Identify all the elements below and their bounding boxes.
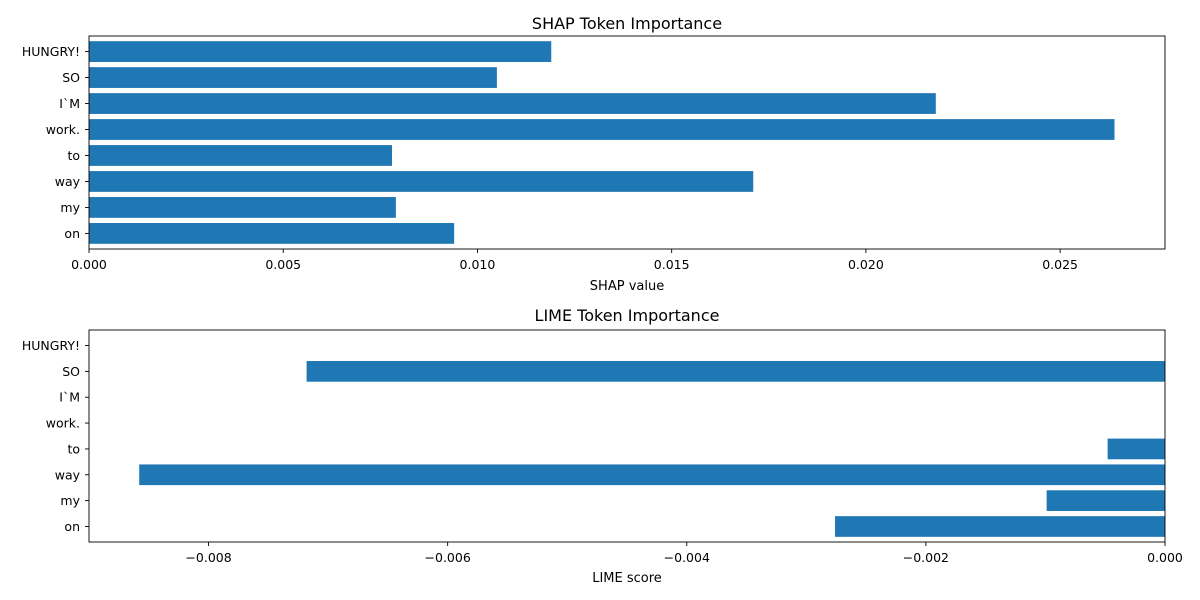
lime-chart: LIME Token Importance LIME score on my way… — [22, 306, 1183, 586]
shap-y-tick-label: I`M — [59, 96, 80, 111]
lime-bar — [306, 361, 1165, 382]
lime-x-tick-label: −0.004 — [664, 550, 710, 565]
shap-chart: SHAP Token Importance SHAP value on my way… — [22, 14, 1166, 294]
shap-chart-title: SHAP Token Importance — [532, 14, 722, 33]
lime-y-tick-label: HUNGRY! — [22, 338, 80, 353]
lime-chart-title: LIME Token Importance — [535, 306, 720, 325]
lime-y-tick-label: SO — [62, 364, 80, 379]
lime-x-axis-label: LIME score — [592, 571, 662, 586]
shap-x-tick-label: 0.025 — [1042, 257, 1078, 272]
lime-y-tick-label: work. — [46, 416, 80, 431]
shap-y-tick-label: to — [67, 148, 80, 163]
shap-x-tick-label: 0.015 — [654, 257, 690, 272]
shap-bar — [89, 171, 754, 192]
shap-x-tick-label: 0.005 — [265, 257, 301, 272]
shap-bar — [89, 67, 497, 88]
shap-y-tick-label: my — [60, 200, 80, 215]
lime-x-tick-label: −0.002 — [903, 550, 949, 565]
lime-bar — [835, 516, 1165, 537]
shap-y-tick-label: work. — [46, 122, 80, 137]
shap-y-tick-label: on — [64, 226, 80, 241]
shap-bar — [89, 119, 1115, 140]
shap-plot-frame — [88, 35, 1166, 250]
shap-x-tick-label: 0.000 — [71, 257, 107, 272]
lime-y-tick-label: way — [55, 467, 81, 482]
shap-x-tick-label: 0.010 — [460, 257, 496, 272]
lime-x-tick-label: −0.008 — [185, 550, 231, 565]
lime-y-tick-label: I`M — [59, 390, 80, 405]
shap-y-tick-label: way — [55, 174, 81, 189]
lime-y-tick-label: my — [60, 493, 80, 508]
lime-bar — [139, 464, 1165, 486]
shap-bar — [89, 197, 396, 218]
shap-bar — [89, 41, 552, 62]
shap-y-tick-label: SO — [62, 70, 80, 85]
lime-x-tick-label: 0.000 — [1147, 550, 1183, 565]
shap-bar — [89, 145, 392, 166]
lime-y-tick-label: to — [67, 441, 80, 456]
shap-x-tick-label: 0.020 — [848, 257, 884, 272]
shap-bar — [89, 223, 455, 244]
lime-bar — [1046, 490, 1165, 511]
shap-y-tick-label: HUNGRY! — [22, 44, 80, 59]
shap-x-axis-label: SHAP value — [590, 279, 664, 294]
lime-bar — [1107, 438, 1165, 460]
lime-y-tick-label: on — [64, 519, 80, 534]
lime-plot-frame — [88, 329, 1166, 543]
lime-x-tick-label: −0.006 — [425, 550, 471, 565]
shap-bar — [89, 93, 936, 114]
